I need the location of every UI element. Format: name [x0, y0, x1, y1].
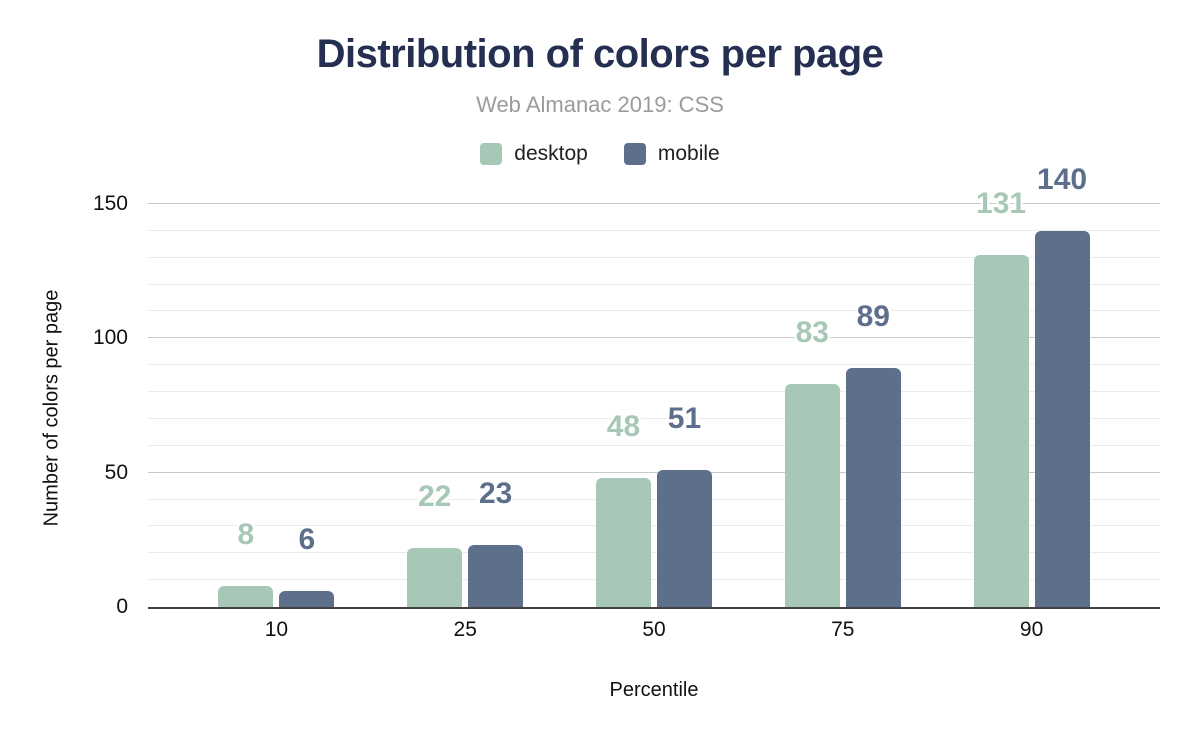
bar-desktop-25: 22: [407, 480, 463, 607]
legend-label-mobile: mobile: [657, 142, 720, 165]
bar-value-label-mobile-50: 51: [667, 402, 702, 435]
gridline-minor: [148, 257, 1160, 258]
gridline-minor: [148, 525, 1160, 526]
gridline-minor: [148, 364, 1160, 365]
bar-group-50: 48 51: [560, 186, 749, 607]
x-axis-ticks: 10 25 50 75 90: [148, 618, 1160, 642]
bar-desktop-50: 48: [595, 410, 651, 607]
bar-mobile-75: 89: [845, 300, 901, 607]
bar-value-label-mobile-10: 6: [298, 523, 316, 556]
bar-value-label-desktop-75: 83: [795, 316, 829, 349]
bar-mobile-50: 51: [656, 402, 712, 607]
bar-group-90: 131 140: [937, 163, 1126, 607]
bar-value-label-mobile-90: 140: [1037, 163, 1088, 196]
mobile-swatch-icon: [623, 143, 646, 165]
desktop-swatch-icon: [480, 143, 503, 165]
gridline-minor: [148, 391, 1160, 392]
x-axis-title: Percentile: [609, 679, 699, 701]
x-tick-label-75: 75: [831, 618, 855, 641]
gridline-major: [148, 337, 1160, 338]
y-axis-ticks: 0 50 100 150: [0, 186, 138, 618]
bar-value-label-desktop-10: 8: [237, 518, 255, 551]
gridline-major: [148, 203, 1160, 204]
y-tick-label: 50: [104, 461, 128, 484]
bar-mobile-10: 6: [279, 523, 335, 607]
x-tick-label-10: 10: [264, 618, 289, 641]
bar-value-label-mobile-25: 23: [479, 477, 513, 510]
legend-item-desktop: desktop: [480, 142, 588, 166]
legend-label-desktop: desktop: [514, 142, 588, 165]
bar-value-label-desktop-25: 22: [418, 480, 452, 513]
bar-group-25: 22 23: [371, 186, 560, 607]
y-tick-label: 100: [92, 326, 128, 349]
chart-subtitle: Web Almanac 2019: CSS: [476, 92, 724, 117]
y-tick-label: 150: [92, 192, 128, 215]
gridline-minor: [148, 445, 1160, 446]
bar-value-label-desktop-50: 48: [606, 410, 641, 443]
bar-groups: 8 6 22 23 48 51 83 89 131 140: [148, 163, 1160, 607]
y-tick-label: 0: [116, 595, 128, 618]
gridline-major: [148, 472, 1160, 473]
gridline-minor: [148, 418, 1160, 419]
gridline-minor: [148, 310, 1160, 311]
gridline-minor: [148, 284, 1160, 285]
bar-desktop-75: 83: [784, 316, 840, 607]
gridline-minor: [148, 230, 1160, 231]
gridline-minor: [148, 579, 1160, 580]
legend-item-mobile: mobile: [623, 142, 720, 166]
chart-title: Distribution of colors per page: [316, 32, 884, 76]
bar-mobile-25: 23: [468, 477, 524, 607]
plot-area: 8 6 22 23 48 51 83 89 131 140: [148, 163, 1160, 609]
bar-group-75: 83 89: [748, 186, 937, 607]
x-tick-label-50: 50: [642, 618, 666, 641]
bar-value-label-desktop-90: 131: [976, 187, 1027, 220]
x-tick-label-25: 25: [453, 618, 477, 641]
legend: desktop mobile: [0, 142, 1200, 166]
bar-mobile-90: 140: [1034, 163, 1090, 607]
x-tick-label-90: 90: [1019, 618, 1044, 641]
gridline-minor: [148, 499, 1160, 500]
bar-desktop-10: 8: [218, 518, 274, 607]
gridline-minor: [148, 552, 1160, 553]
bar-value-label-mobile-75: 89: [856, 300, 890, 333]
bar-desktop-90: 131: [973, 187, 1029, 607]
